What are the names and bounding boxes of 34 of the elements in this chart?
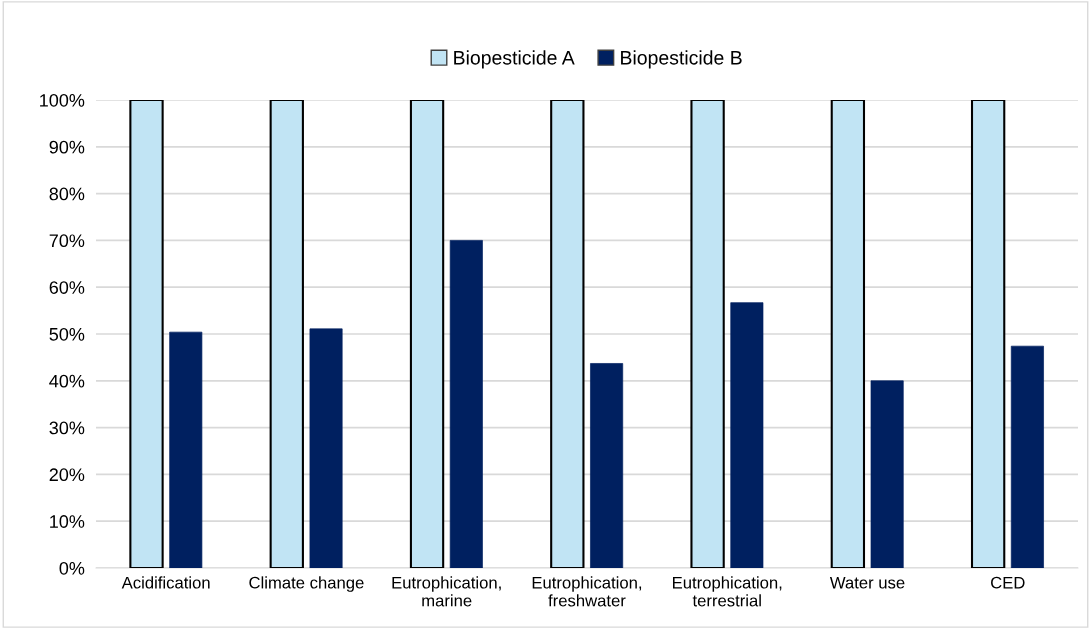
bar: [730, 302, 764, 568]
y-tick-label: 80%: [49, 187, 85, 201]
y-tick-label: 30%: [49, 421, 85, 435]
bar: [449, 240, 483, 568]
y-tick-label: 90%: [49, 140, 85, 154]
bar: [309, 328, 343, 568]
bar: [169, 331, 203, 568]
x-tick-label: Eutrophication, terrestrial: [673, 576, 782, 607]
y-tick-label: 50%: [49, 327, 85, 341]
bar: [870, 380, 904, 568]
legend-label: Biopesticide B: [621, 50, 742, 69]
bar: [1010, 345, 1044, 568]
x-tick-label: Water use: [829, 576, 905, 589]
bar: [409, 100, 445, 568]
y-tick-label: 100%: [40, 93, 85, 107]
y-tick-label: 20%: [49, 468, 85, 482]
y-tick-label: 10%: [50, 515, 85, 528]
bar: [690, 100, 725, 568]
y-tick-label: 40%: [49, 374, 85, 388]
bar: [830, 100, 866, 568]
legend-label: Biopesticide A: [454, 50, 575, 69]
x-tick-label: Eutrophication, marine: [392, 576, 501, 607]
x-tick-label: Acidification: [121, 576, 210, 589]
y-tick-label: 70%: [49, 234, 85, 248]
x-tick-label: CED: [991, 576, 1025, 589]
x-tick-label: Climate change: [249, 576, 364, 592]
bar: [970, 100, 1006, 568]
bar: [269, 100, 304, 568]
y-tick-label: 0%: [59, 561, 85, 575]
bar: [550, 100, 585, 568]
y-tick-label: 60%: [49, 281, 85, 294]
x-tick-label: Eutrophication, freshwater: [532, 576, 642, 607]
bar: [129, 100, 164, 568]
bar: [590, 363, 624, 568]
